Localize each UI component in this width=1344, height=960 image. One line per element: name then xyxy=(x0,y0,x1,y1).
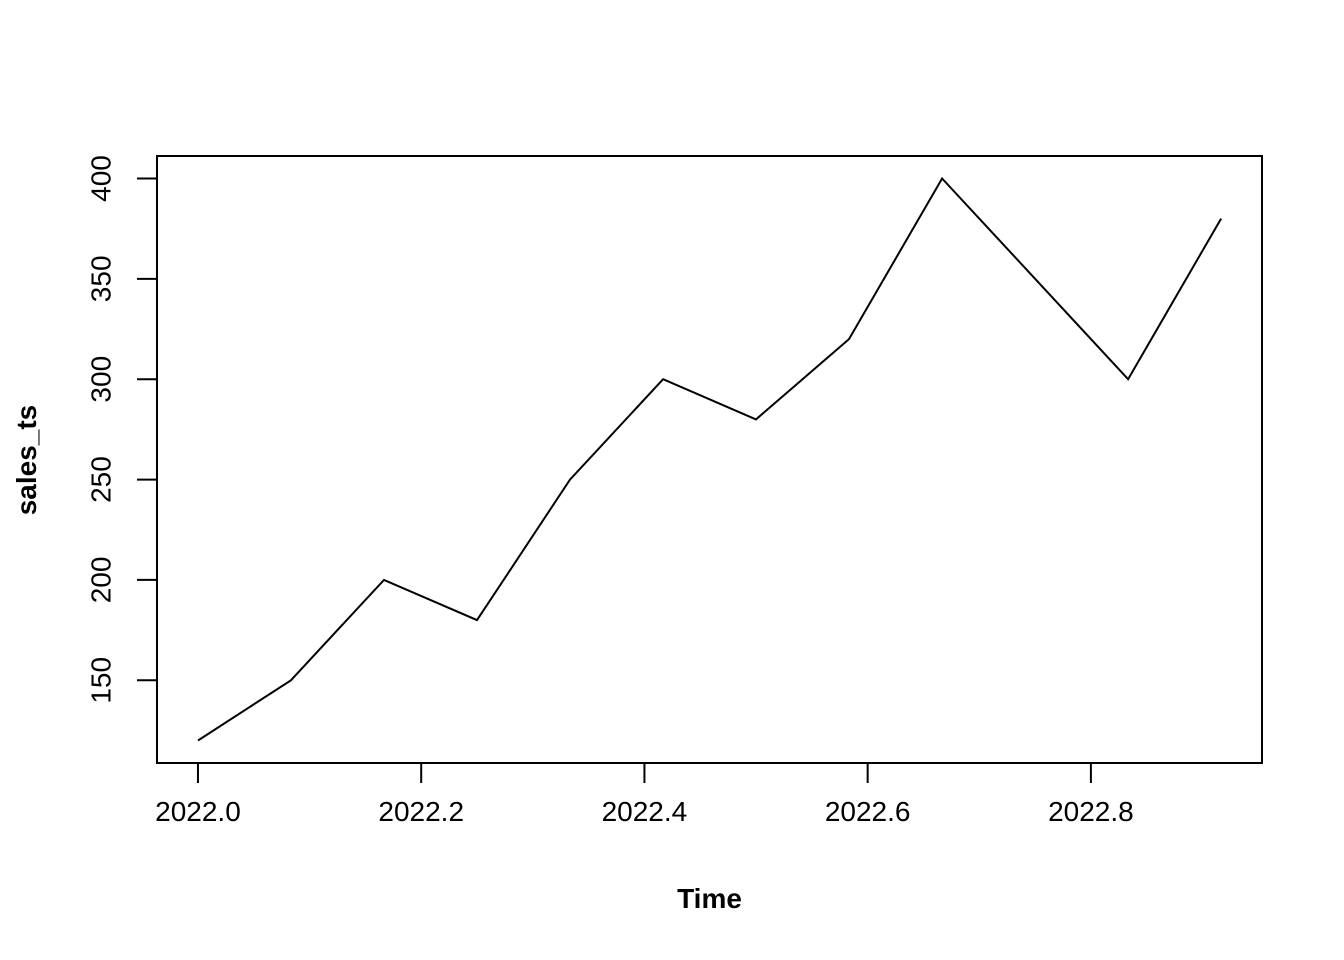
x-tick-label: 2022.2 xyxy=(378,796,464,827)
x-tick-label: 2022.0 xyxy=(155,796,241,827)
series-line-sales_ts xyxy=(197,176,1222,742)
x-axis-title: Time xyxy=(677,883,742,914)
y-tick-label: 150 xyxy=(86,657,117,704)
y-tick-label: 350 xyxy=(86,255,117,302)
x-tick-label: 2022.6 xyxy=(825,796,911,827)
y-tick-label: 250 xyxy=(86,456,117,503)
y-tick-label: 400 xyxy=(86,155,117,202)
plot-box xyxy=(156,155,1263,764)
x-tick-label: 2022.4 xyxy=(602,796,688,827)
y-tick-label: 200 xyxy=(86,557,117,604)
y-axis-title: sales_ts xyxy=(11,404,42,516)
y-tick-label: 300 xyxy=(86,356,117,403)
x-tick-label: 2022.8 xyxy=(1048,796,1134,827)
